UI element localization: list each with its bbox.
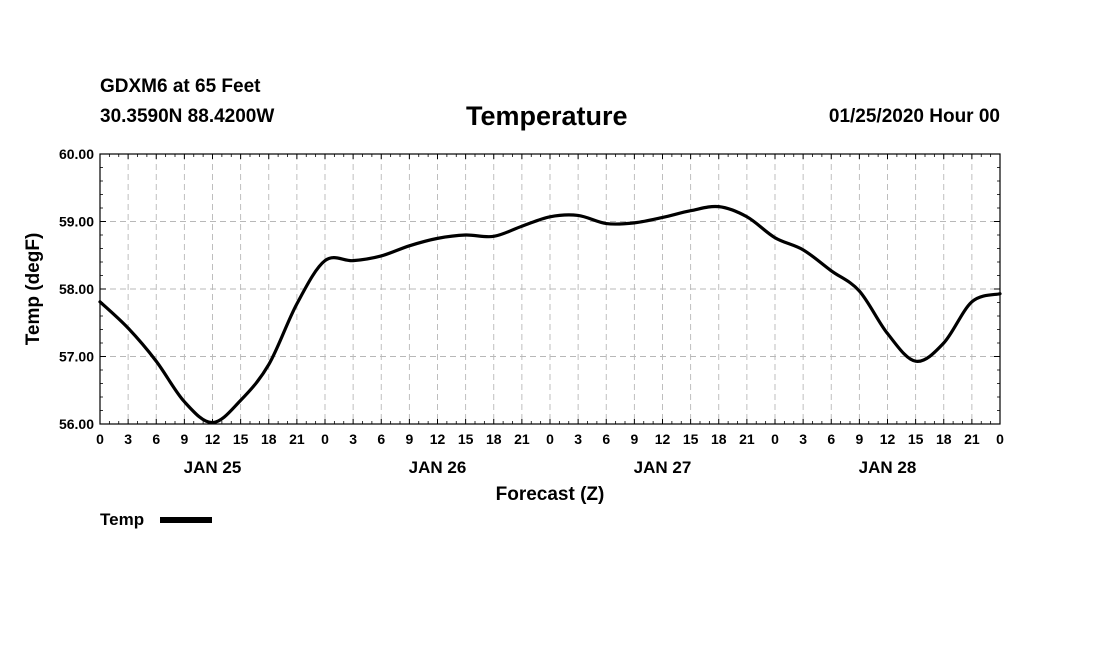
x-tick-label: 12 xyxy=(430,431,446,447)
x-tick-label: 18 xyxy=(936,431,952,447)
x-tick-label: 15 xyxy=(458,431,474,447)
day-label: JAN 28 xyxy=(859,458,917,477)
x-tick-label: 15 xyxy=(233,431,249,447)
x-tick-label: 21 xyxy=(289,431,305,447)
x-tick-label: 6 xyxy=(827,431,835,447)
x-tick-label: 9 xyxy=(180,431,188,447)
x-tick-label: 12 xyxy=(880,431,896,447)
x-tick-label: 9 xyxy=(630,431,638,447)
axes: 0 3 6 9 12 15 18 21 0 3 6 9 12 15 18 21 0 3 6 9 12 15 18 21 0 3 6 9… xyxy=(59,146,1004,477)
x-tick-label: 12 xyxy=(655,431,671,447)
x-tick-label: 21 xyxy=(514,431,530,447)
x-tick-label: 3 xyxy=(349,431,357,447)
series-layer xyxy=(98,204,1002,425)
grid-lines xyxy=(100,154,1000,424)
x-tick-label: 0 xyxy=(321,431,329,447)
x-tick-label: 12 xyxy=(205,431,221,447)
x-tick-label: 3 xyxy=(799,431,807,447)
day-label: JAN 27 xyxy=(634,458,692,477)
x-tick-label: 21 xyxy=(964,431,980,447)
x-tick-label: 6 xyxy=(602,431,610,447)
x-tick-label: 3 xyxy=(124,431,132,447)
x-axis-label: Forecast (Z) xyxy=(496,484,605,505)
legend-label: Temp xyxy=(100,510,144,529)
x-tick-label: 3 xyxy=(574,431,582,447)
x-tick-label: 18 xyxy=(261,431,277,447)
x-tick-label: 6 xyxy=(152,431,160,447)
x-tick-label: 0 xyxy=(546,431,554,447)
x-tick-label: 6 xyxy=(377,431,385,447)
x-tick-label: 0 xyxy=(996,431,1004,447)
y-tick-label: 56.00 xyxy=(59,416,94,432)
x-tick-label: 21 xyxy=(739,431,755,447)
y-axis-label: Temp (degF) xyxy=(23,233,44,346)
x-tick-label: 18 xyxy=(711,431,727,447)
x-tick-label: 0 xyxy=(771,431,779,447)
forecast-datetime: 01/25/2020 Hour 00 xyxy=(828,106,1000,127)
x-tick-label: 9 xyxy=(405,431,413,447)
x-tick-label: 15 xyxy=(683,431,699,447)
y-tick-label: 60.00 xyxy=(59,146,94,162)
x-tick-label: 15 xyxy=(908,431,924,447)
x-tick-label: 9 xyxy=(855,431,863,447)
plot-frame xyxy=(99,153,1001,425)
y-tick-label: 57.00 xyxy=(59,349,94,365)
y-tick-label: 59.00 xyxy=(59,214,94,230)
x-tick-label: 18 xyxy=(486,431,502,447)
series-line-temp xyxy=(98,204,1002,425)
y-tick-label: 58.00 xyxy=(59,281,94,297)
chart-title: Temperature xyxy=(466,101,628,131)
coordinates-label: 30.3590N 88.4200W xyxy=(100,106,275,127)
day-label: JAN 25 xyxy=(184,458,242,477)
day-label: JAN 26 xyxy=(409,458,467,477)
x-tick-label: 0 xyxy=(96,431,104,447)
station-label: GDXM6 at 65 Feet xyxy=(100,76,261,97)
